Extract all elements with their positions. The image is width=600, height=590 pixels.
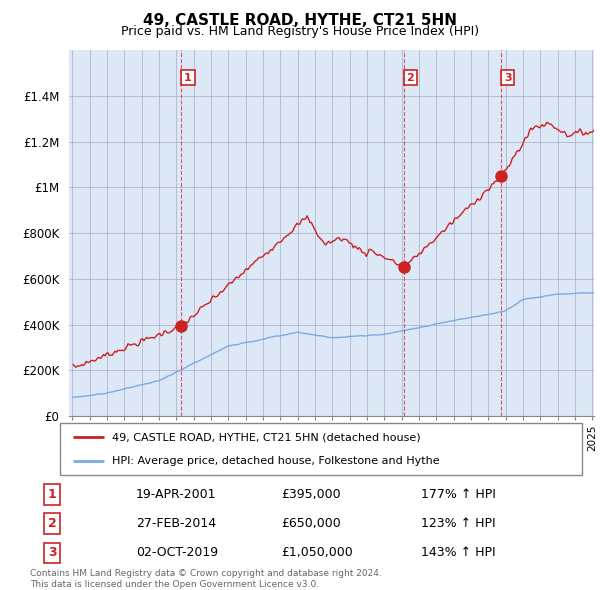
- Text: 1: 1: [48, 488, 56, 501]
- Text: Price paid vs. HM Land Registry's House Price Index (HPI): Price paid vs. HM Land Registry's House …: [121, 25, 479, 38]
- Text: 2: 2: [48, 517, 56, 530]
- Text: 143% ↑ HPI: 143% ↑ HPI: [421, 546, 495, 559]
- Text: 3: 3: [48, 546, 56, 559]
- Text: £395,000: £395,000: [281, 488, 341, 501]
- Text: 1: 1: [184, 73, 192, 83]
- Text: 19-APR-2001: 19-APR-2001: [136, 488, 217, 501]
- Text: 177% ↑ HPI: 177% ↑ HPI: [421, 488, 496, 501]
- Text: 49, CASTLE ROAD, HYTHE, CT21 5HN (detached house): 49, CASTLE ROAD, HYTHE, CT21 5HN (detach…: [112, 432, 421, 442]
- FancyBboxPatch shape: [60, 423, 582, 475]
- Text: 27-FEB-2014: 27-FEB-2014: [136, 517, 216, 530]
- Text: 2: 2: [406, 73, 414, 83]
- Text: 02-OCT-2019: 02-OCT-2019: [136, 546, 218, 559]
- Text: £650,000: £650,000: [281, 517, 341, 530]
- Text: Contains HM Land Registry data © Crown copyright and database right 2024.
This d: Contains HM Land Registry data © Crown c…: [30, 569, 382, 589]
- Text: 123% ↑ HPI: 123% ↑ HPI: [421, 517, 495, 530]
- Text: £1,050,000: £1,050,000: [281, 546, 353, 559]
- Text: 3: 3: [504, 73, 512, 83]
- Text: HPI: Average price, detached house, Folkestone and Hythe: HPI: Average price, detached house, Folk…: [112, 456, 440, 466]
- Text: 49, CASTLE ROAD, HYTHE, CT21 5HN: 49, CASTLE ROAD, HYTHE, CT21 5HN: [143, 13, 457, 28]
